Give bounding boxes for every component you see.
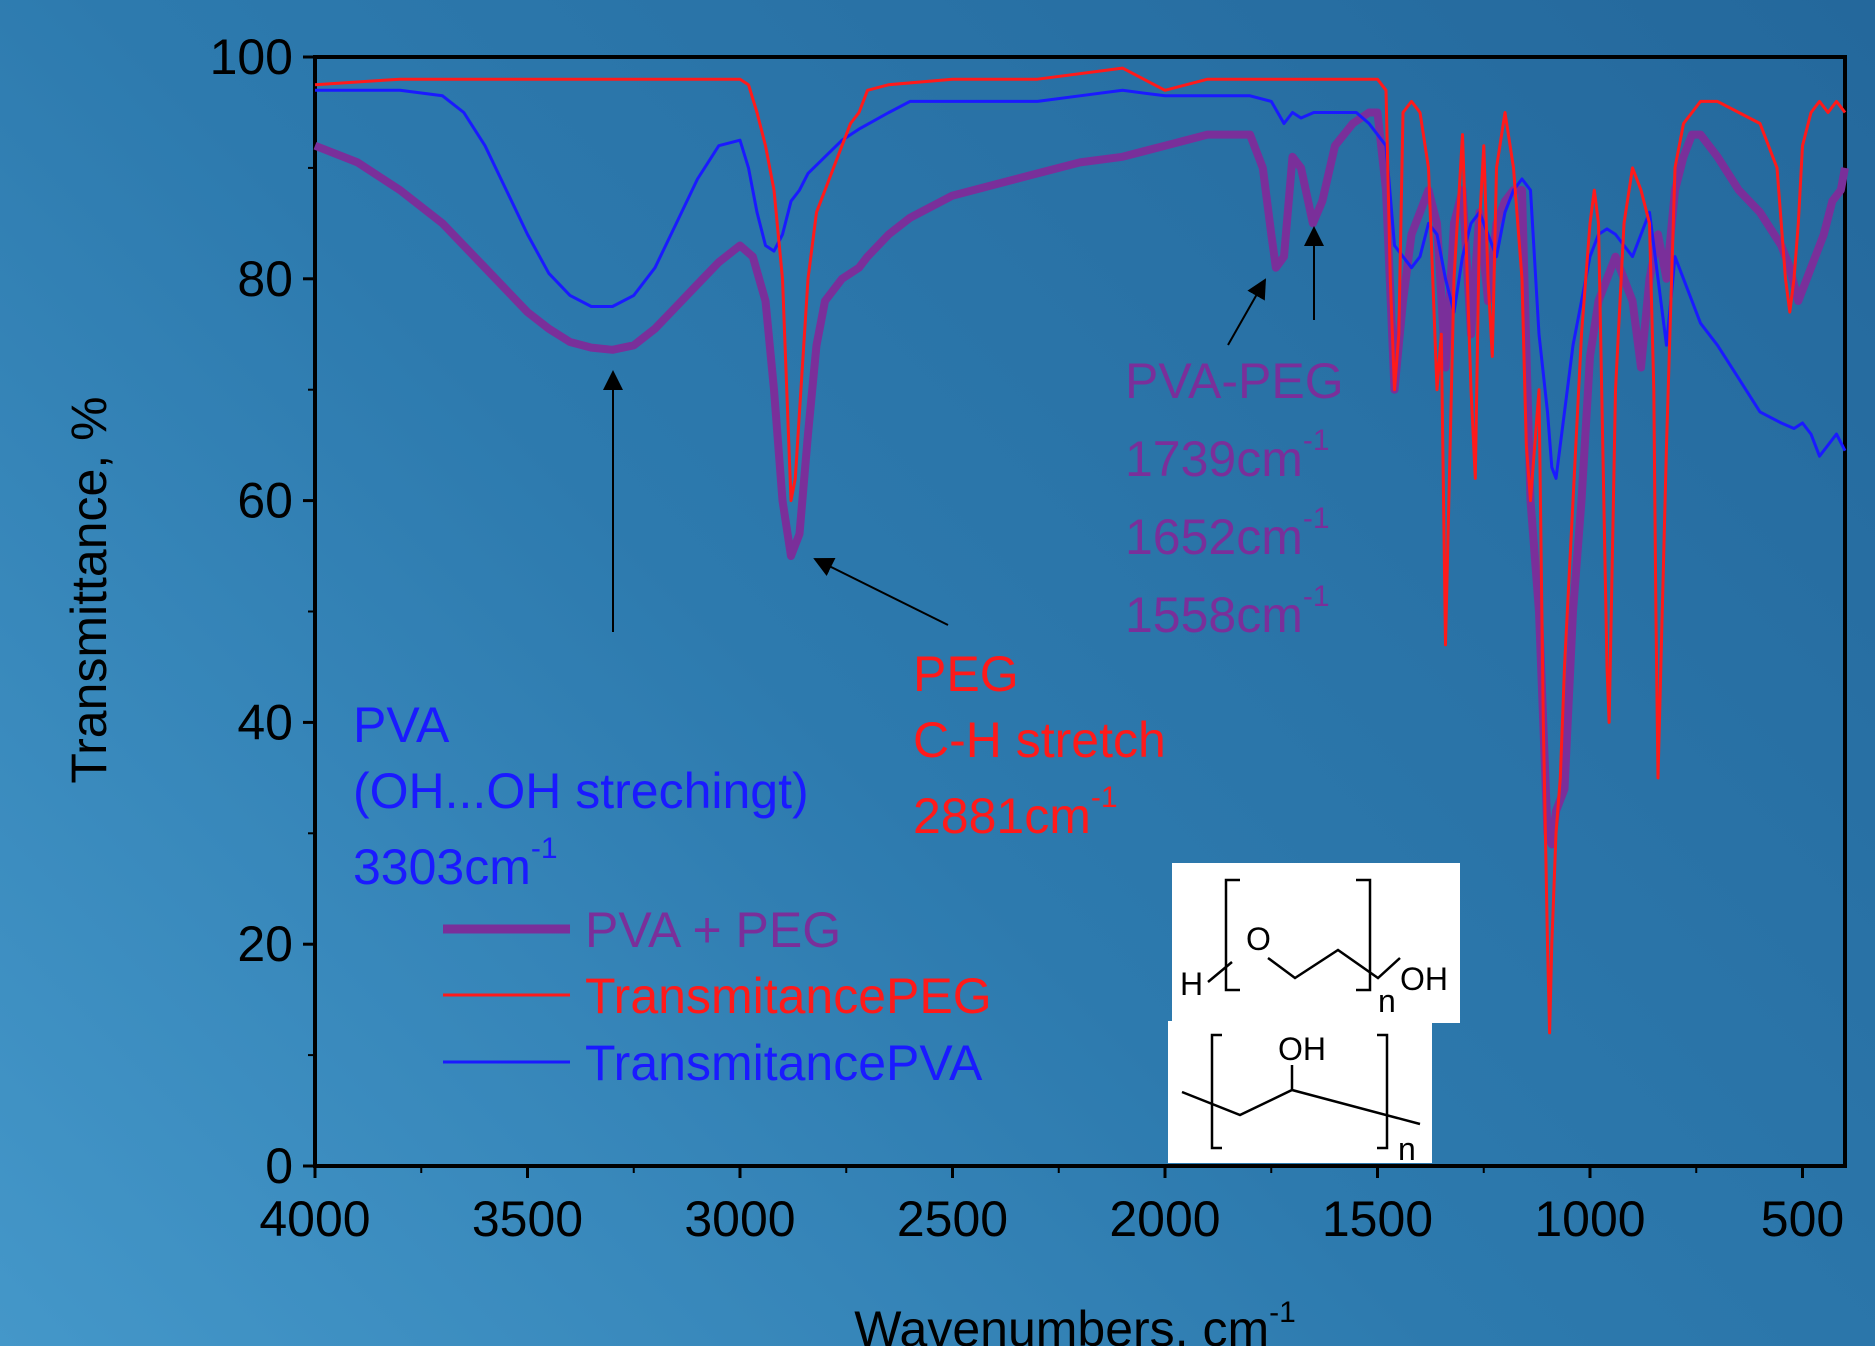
pva-structure: OH n bbox=[1168, 1021, 1432, 1167]
peg-structure-bonds bbox=[1207, 948, 1401, 983]
x-axis-label-sup: -1 bbox=[1269, 1296, 1296, 1329]
peg-left-bracket bbox=[1224, 878, 1240, 992]
annotation-pvapeg-sup2: -1 bbox=[1303, 502, 1330, 535]
peg-oh-label: OH bbox=[1400, 961, 1448, 997]
peg-o-label: O bbox=[1246, 921, 1271, 957]
annotation-peg-line2: C-H stretch bbox=[913, 712, 1166, 768]
y-tick-label: 0 bbox=[265, 1138, 293, 1194]
y-tick-label: 60 bbox=[237, 473, 293, 529]
y-axis-ticks: 0 20 40 60 80 100 bbox=[210, 29, 315, 1194]
peg-n-label: n bbox=[1378, 983, 1396, 1019]
pva-left-bracket bbox=[1210, 1033, 1222, 1150]
y-tick-label: 20 bbox=[237, 916, 293, 972]
y-tick-label: 40 bbox=[237, 694, 293, 750]
legend-label-pva: TransmitancePVA bbox=[585, 1035, 983, 1091]
legend-label-peg: TransmitancePEG bbox=[585, 968, 992, 1024]
annotation-pva: PVA (OH...OH strechingt) 3303cm-1 bbox=[353, 697, 823, 895]
annotation-peg: PEG C-H stretch 2881cm-1 bbox=[913, 646, 1180, 844]
pva-right-bracket bbox=[1377, 1033, 1389, 1150]
annotation-pva-sup: -1 bbox=[531, 832, 558, 865]
x-tick-label: 4000 bbox=[259, 1191, 370, 1247]
pva-n-label: n bbox=[1398, 1131, 1416, 1167]
annotation-pvapeg-line4: 1558cm bbox=[1125, 587, 1303, 643]
x-tick-label: 3500 bbox=[472, 1191, 583, 1247]
peg-h-label: H bbox=[1180, 966, 1203, 1002]
series-line-transmitancepeg bbox=[314, 66, 1847, 1035]
x-tick-label: 2000 bbox=[1109, 1191, 1220, 1247]
annotation-peg-sup: -1 bbox=[1091, 781, 1118, 814]
x-tick-label: 1000 bbox=[1534, 1191, 1645, 1247]
annotation-pvapeg-line3: 1652cm bbox=[1125, 509, 1303, 565]
annotation-pva-line3: 3303cm bbox=[353, 839, 531, 895]
annotation-pvapeg-sup1: -1 bbox=[1303, 424, 1330, 457]
annotation-pva-line2: (OH...OH strechingt) bbox=[353, 763, 809, 819]
x-tick-label: 2500 bbox=[897, 1191, 1008, 1247]
x-tick-label: 1500 bbox=[1322, 1191, 1433, 1247]
series-layer bbox=[313, 66, 1849, 1035]
annotation-pvapeg-sup3: -1 bbox=[1303, 580, 1330, 613]
annotation-pvapeg-line1: PVA-PEG bbox=[1125, 353, 1344, 409]
legend: PVA + PEG TransmitancePEG TransmitancePV… bbox=[443, 902, 992, 1091]
legend-label-pva-peg: PVA + PEG bbox=[585, 902, 841, 958]
annotation-peg-line1: PEG bbox=[913, 646, 1019, 702]
y-tick-label: 80 bbox=[237, 251, 293, 307]
series-line-pva-peg bbox=[313, 108, 1849, 849]
peg-structure-box bbox=[1172, 863, 1460, 1023]
annotation-pvapeg: PVA-PEG 1739cm-1 1652cm-1 1558cm-1 bbox=[1125, 353, 1358, 643]
x-axis-ticks: 4000 3500 3000 2500 2000 1500 1000 500 bbox=[259, 1166, 1844, 1247]
y-axis-label: Transmittance, % bbox=[61, 396, 117, 783]
annotation-pvapeg-line2: 1739cm bbox=[1125, 431, 1303, 487]
peg-right-bracket bbox=[1356, 878, 1372, 992]
x-axis-label-text: Wavenumbers, cm bbox=[854, 1301, 1269, 1346]
x-tick-label: 3000 bbox=[684, 1191, 795, 1247]
annotation-pva-line1: PVA bbox=[353, 697, 450, 753]
arrow-peg bbox=[813, 558, 949, 626]
peg-structure: H O OH n bbox=[1172, 863, 1460, 1023]
pva-oh-label: OH bbox=[1278, 1031, 1326, 1067]
arrow-pvapeg-1739 bbox=[1227, 278, 1266, 346]
y-tick-label: 100 bbox=[210, 29, 293, 85]
x-tick-label: 500 bbox=[1761, 1191, 1844, 1247]
x-axis-label: Wavenumbers, cm-1 bbox=[854, 1296, 1296, 1346]
plot-frame bbox=[313, 55, 1847, 1168]
annotation-peg-line3: 2881cm bbox=[913, 788, 1091, 844]
